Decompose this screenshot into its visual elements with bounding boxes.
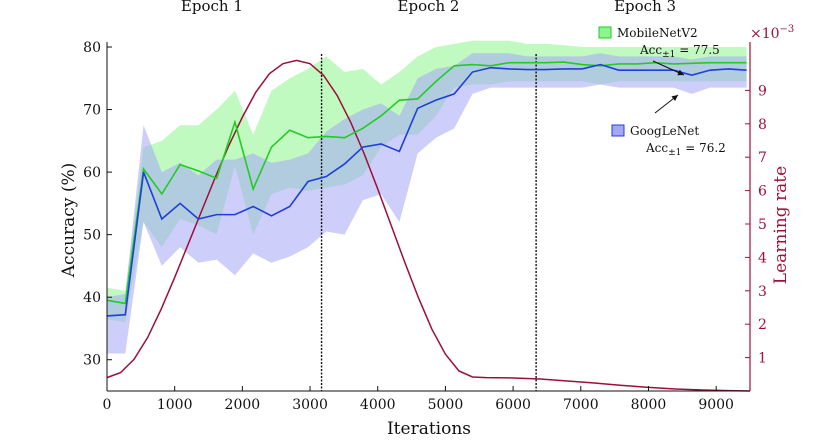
- y-tick-label: 80: [83, 40, 101, 56]
- y2-tick-label: 6: [758, 184, 767, 200]
- x-tick-label: 4000: [360, 397, 396, 413]
- x-tick-label: 3000: [292, 397, 328, 413]
- legend-acc-mobilenetv2: Acc±1 = 77.5: [639, 43, 720, 60]
- y-tick-label: 60: [83, 165, 101, 181]
- y-tick-label: 50: [83, 228, 101, 244]
- y2-tick-label: 8: [758, 117, 767, 133]
- x-tick-label: 1000: [157, 397, 193, 413]
- y2-axis-title: Learning rate: [771, 166, 791, 284]
- x-tick-label: 8000: [631, 397, 667, 413]
- x-tick-label: 2000: [225, 397, 261, 413]
- axes: [106, 42, 751, 392]
- y2-multiplier: ×10−3: [750, 24, 794, 42]
- ticks: 0 1000 2000 3000 4000 5000 6000 7000 8000 9000 30 4…: [83, 40, 767, 413]
- series-lines: [106, 59, 751, 392]
- legend-arrowhead-googlenet: [671, 95, 678, 102]
- confidence-bands: [107, 40, 747, 354]
- x-tick-label: 9000: [698, 397, 734, 413]
- line-googlenet: [106, 63, 747, 317]
- y2-tick-label: 5: [758, 217, 767, 233]
- y2-tick-label: 9: [758, 83, 767, 99]
- y2-tick-label: 7: [758, 150, 767, 166]
- epoch-label-3: Epoch 3: [614, 0, 676, 15]
- epoch-boundaries: [320, 54, 537, 391]
- epoch-label-1: Epoch 1: [181, 0, 243, 15]
- epoch-labels: Epoch 1 Epoch 2 Epoch 3: [181, 0, 676, 15]
- legend-arrowhead-mobilenetv2: [677, 69, 684, 76]
- epoch-label-2: Epoch 2: [398, 0, 460, 15]
- y-axis-title: Accuracy (%): [59, 163, 79, 278]
- y-tick-label: 40: [83, 290, 101, 306]
- legend-label-mobilenetv2: MobileNetV2: [617, 26, 698, 40]
- y-tick-label: 70: [83, 103, 101, 119]
- legend-acc-googlenet: Acc±1 = 76.2: [645, 141, 726, 158]
- line-mobilenetv2: [106, 61, 747, 305]
- y2-tick-label: 3: [758, 284, 767, 300]
- legend-swatch-googlenet: [611, 124, 625, 137]
- legend-swatch-mobilenetv2: [598, 26, 612, 39]
- legend-label-googlenet: GoogLeNet: [630, 124, 699, 138]
- x-tick-label: 7000: [563, 397, 599, 413]
- y-tick-label: 30: [83, 353, 101, 369]
- y2-tick-label: 2: [758, 317, 767, 333]
- x-tick-label: 6000: [495, 397, 531, 413]
- y2-tick-label: 1: [758, 351, 767, 367]
- band-googlenet: [107, 53, 747, 354]
- legend: MobileNetV2 Acc±1 = 77.5 GoogLeNet Acc±1 = …: [598, 26, 726, 158]
- x-tick-label: 0: [103, 397, 112, 413]
- learning-rate-line: [106, 59, 751, 392]
- x-tick-label: 5000: [428, 397, 464, 413]
- band-mobilenetv2: [107, 40, 747, 323]
- x-axis-title: Iterations: [387, 419, 471, 439]
- y2-tick-label: 4: [758, 250, 767, 266]
